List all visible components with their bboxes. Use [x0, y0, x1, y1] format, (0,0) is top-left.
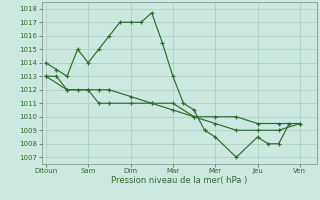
- X-axis label: Pression niveau de la mer( hPa ): Pression niveau de la mer( hPa ): [111, 176, 247, 185]
